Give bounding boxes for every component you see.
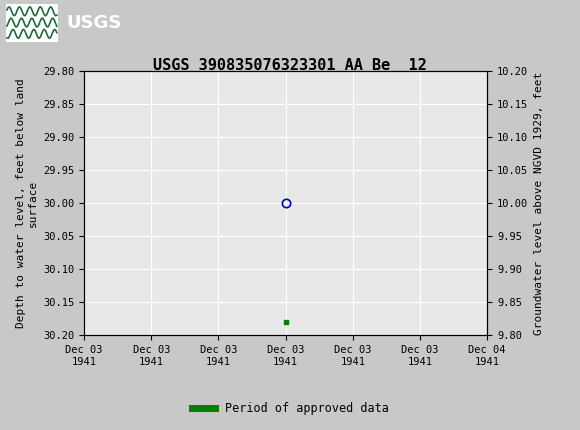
Y-axis label: Groundwater level above NGVD 1929, feet: Groundwater level above NGVD 1929, feet: [534, 71, 543, 335]
FancyBboxPatch shape: [6, 3, 58, 42]
Y-axis label: Depth to water level, feet below land
surface: Depth to water level, feet below land su…: [16, 78, 38, 328]
Text: USGS 390835076323301 AA Be  12: USGS 390835076323301 AA Be 12: [153, 58, 427, 73]
Legend: Period of approved data: Period of approved data: [187, 397, 393, 420]
Text: USGS: USGS: [67, 14, 122, 31]
